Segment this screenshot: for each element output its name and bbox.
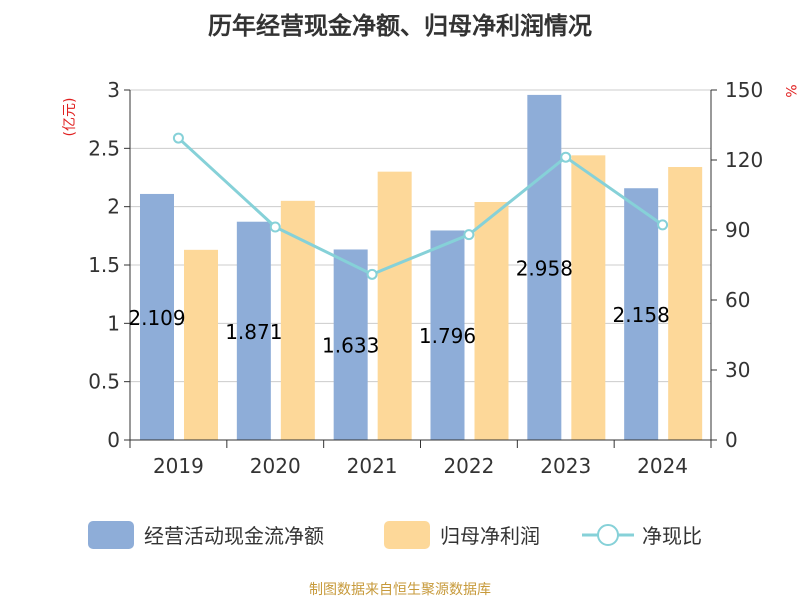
source-note: 制图数据来自恒生聚源数据库 [309,582,491,598]
ratio-point [463,229,475,241]
y-right-tick-label: 30 [725,358,750,382]
grid-lines [130,89,711,383]
y-right-tick-label: 90 [725,218,750,242]
legend-swatch-ratio-marker [597,524,619,546]
bar-cash-flow [430,230,465,440]
y-left-tick-label: 1 [107,311,120,335]
bar-value-label: 2.958 [516,256,573,280]
y-left-tick-label: 2 [107,195,120,219]
bar-cash-flow [527,94,562,441]
ratio-point [366,268,378,280]
bar-value-labels: 2.109 1.871 1.633 1.796 2.958 2.158 [128,256,669,357]
x-tick-label: 2021 [347,454,398,478]
bar-value-label: 2.109 [128,306,185,330]
legend-label-cash-flow: 经营活动现金流净额 [144,524,324,548]
bar-cash-flow [333,249,368,440]
y-right-axis-label: % [782,84,798,97]
bar-cash-flow [236,221,271,440]
y-right-tick-label: 150 [725,78,763,102]
y-right-tick-label: 120 [725,148,763,172]
legend-swatch-cash-flow [88,521,134,549]
bar-net-profit [571,155,606,441]
y-left-tick-label: 1.5 [88,253,120,277]
bar-value-label: 1.796 [419,324,476,348]
y-left-tick-label: 2.5 [88,136,120,160]
ratio-line-series [172,132,669,280]
x-tick-label: 2022 [443,454,494,478]
legend-label-net-profit: 归母净利润 [440,524,540,548]
y-left-tick-label: 3 [107,78,120,102]
bar-value-label: 2.158 [613,303,670,327]
y-right-tick-label: 60 [725,288,750,312]
x-tick-label: 2019 [153,454,204,478]
chart-title: 历年经营现金净额、归母净利润情况 [208,12,592,40]
y-left-tick-label: 0.5 [88,370,120,394]
ratio-point [657,219,669,231]
bar-net-profit [474,202,509,440]
bar-net-profit [184,249,218,440]
y-left-tick-label: 0 [107,428,120,452]
bar-value-label: 1.871 [225,320,282,344]
x-tick-label: 2020 [250,454,301,478]
bar-value-label: 1.633 [322,334,379,358]
bar-cash-flow [140,193,174,440]
x-tick-label: 2024 [637,454,688,478]
ratio-point [560,151,572,163]
legend-label-ratio: 净现比 [642,524,702,548]
bar-net-profit [377,171,412,440]
legend-swatch-net-profit [384,521,430,549]
ratio-line [177,136,664,276]
ratio-point [269,221,281,233]
ratio-point [172,132,184,144]
legend: 经营活动现金流净额 归母净利润 净现比 [88,521,702,549]
bar-cash-flow [624,188,659,440]
bars [140,94,703,441]
bar-net-profit [668,167,703,440]
bar-net-profit [280,200,315,440]
y-right-tick-label: 0 [725,428,738,452]
y-left-axis-label: (亿元) [62,98,78,137]
x-tick-label: 2023 [540,454,591,478]
